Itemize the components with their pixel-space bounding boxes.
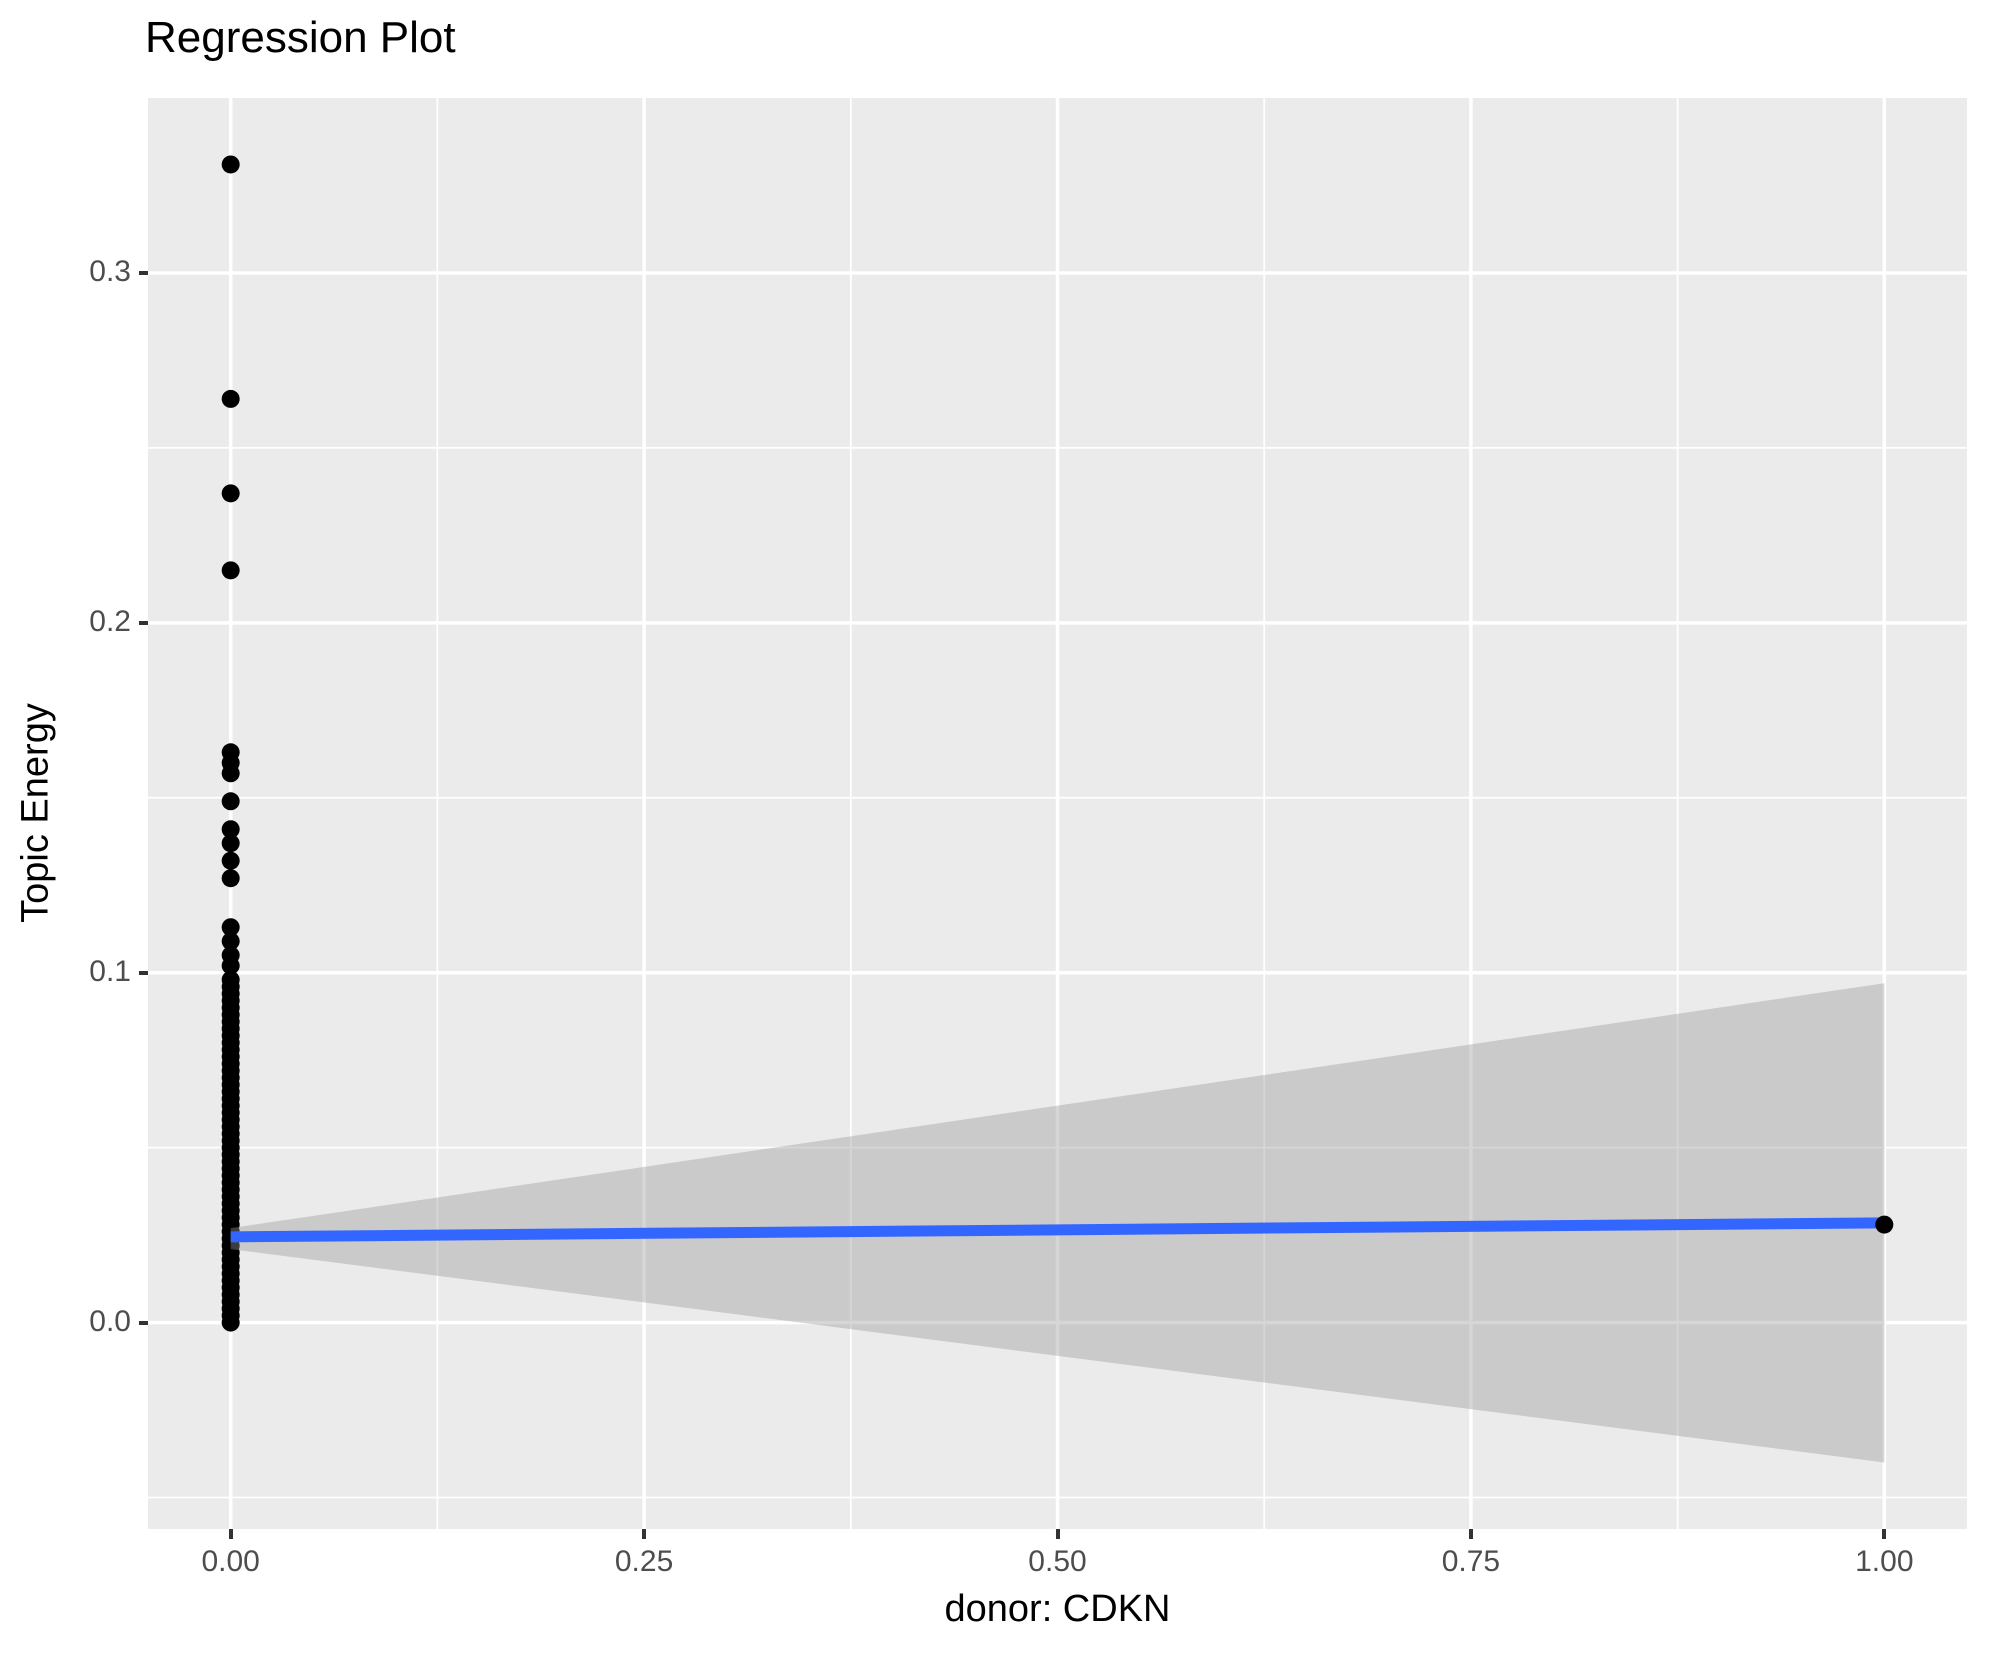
y-axis-tick (139, 270, 148, 275)
data-point (221, 792, 240, 811)
x-axis-tick-label: 0.50 (1028, 1545, 1087, 1578)
data-point (221, 851, 240, 870)
data-point (1875, 1215, 1894, 1234)
regression-line (230, 1217, 1885, 1243)
x-axis-tick (228, 1529, 233, 1539)
y-axis-tick-label: 0.2 (89, 604, 131, 638)
data-point (221, 918, 240, 937)
plot-panel (148, 98, 1967, 1529)
data-point (221, 869, 240, 888)
data-point (221, 820, 240, 839)
y-axis-title: Topic Energy (14, 703, 57, 923)
y-axis-tick-label: 0.0 (89, 1304, 131, 1338)
y-axis-tick (139, 1320, 148, 1325)
y-axis-tick-label: 0.3 (89, 254, 131, 288)
chart-canvas (148, 98, 1967, 1529)
data-point (221, 155, 240, 174)
data-point (221, 484, 240, 503)
x-axis-tick-label: 1.00 (1855, 1545, 1914, 1578)
data-point (221, 561, 240, 580)
x-axis-tick (1882, 1529, 1887, 1539)
y-axis-tick (139, 970, 148, 975)
confidence-ribbon (230, 983, 1885, 1463)
x-axis-tick-label: 0.25 (614, 1545, 674, 1578)
x-axis-title: donor: CDKN (944, 1588, 1171, 1630)
y-axis-tick (139, 620, 148, 625)
data-point (221, 834, 240, 853)
data-point (221, 946, 240, 965)
data-point (221, 970, 240, 989)
data-point (221, 932, 240, 951)
y-axis-tick-label: 0.1 (89, 954, 131, 988)
x-axis-tick-label: 0.00 (201, 1545, 260, 1578)
x-axis-tick (642, 1529, 647, 1539)
x-axis-tick (1055, 1529, 1060, 1539)
x-axis-tick (1468, 1529, 1473, 1539)
data-point (221, 389, 240, 408)
x-axis-tick-label: 0.75 (1441, 1545, 1501, 1578)
data-point (221, 743, 240, 762)
plot-title: Regression Plot (145, 13, 456, 62)
